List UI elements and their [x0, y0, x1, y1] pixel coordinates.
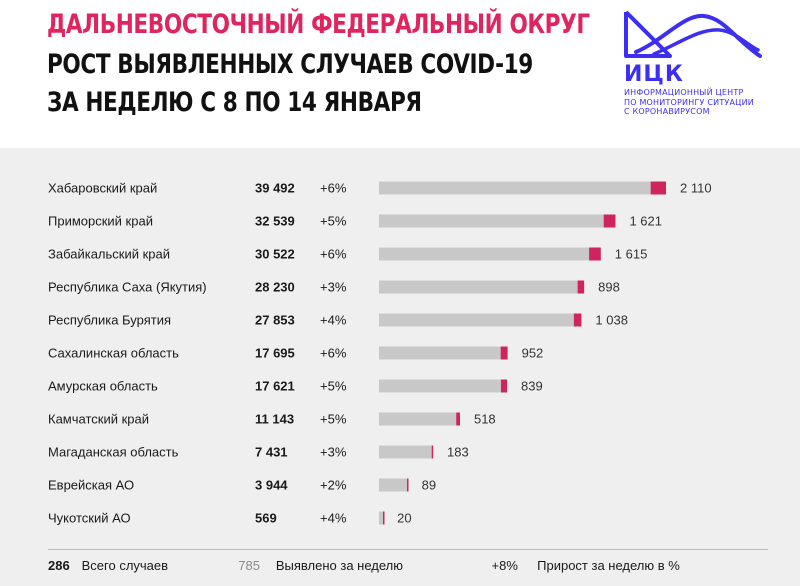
legend-footer: 286 Всего случаев 785 Выявлено за неделю… — [48, 558, 680, 573]
bar-new-label: 89 — [422, 478, 436, 493]
bar-new-label: 1 038 — [595, 313, 628, 328]
region-growth: +6% — [320, 346, 347, 361]
region-label: Сахалинская область — [48, 346, 179, 361]
legend-new-label: Выявлено за неделю — [275, 558, 404, 573]
bar-previous-cases — [379, 445, 432, 459]
region-label: Приморский край — [48, 214, 153, 229]
bar-new-label: 952 — [522, 346, 544, 361]
bar-new-cases — [589, 247, 601, 261]
region-growth: +2% — [320, 478, 347, 493]
region-growth: +3% — [320, 280, 347, 295]
bar-new-label: 839 — [521, 379, 543, 394]
logo-abbr: ИЦК — [624, 62, 684, 87]
region-label: Амурская область — [48, 379, 158, 394]
legend-new-value: 785 — [238, 558, 260, 573]
region-label: Магаданская область — [48, 445, 179, 460]
bar-previous-cases — [379, 478, 408, 492]
region-total: 30 522 — [255, 247, 295, 262]
bar-new-cases — [650, 181, 666, 195]
region-total: 27 853 — [255, 313, 295, 328]
bar-new-cases — [500, 379, 508, 393]
bar-new-label: 20 — [397, 511, 411, 526]
bar-previous-cases — [379, 313, 574, 327]
region-growth: +6% — [320, 247, 347, 262]
region-total: 3 944 — [255, 478, 288, 493]
bar-new-cases — [407, 478, 409, 492]
bar-new-cases — [573, 313, 582, 327]
bar-previous-cases — [379, 214, 604, 228]
logo-sub-1: ИНФОРМАЦИОННЫЙ ЦЕНТР — [624, 88, 744, 97]
region-growth: +3% — [320, 445, 347, 460]
bar-new-cases — [603, 214, 616, 228]
bar-new-cases — [577, 280, 585, 294]
bar-new-label: 2 110 — [680, 181, 712, 196]
region-label: Хабаровский край — [48, 181, 157, 196]
bar-previous-cases — [379, 412, 457, 426]
region-total: 7 431 — [255, 445, 288, 460]
region-label: Забайкальский край — [48, 247, 170, 262]
bar-previous-cases — [379, 181, 651, 195]
bar-new-label: 183 — [447, 445, 469, 460]
title-main: РОСТ ВЫЯВЛЕННЫХ СЛУЧАЕВ COVID-19 — [47, 49, 533, 80]
region-total: 39 492 — [255, 181, 295, 196]
region-total: 569 — [255, 511, 277, 526]
legend-total-value: 286 — [48, 558, 70, 573]
bar-new-label: 518 — [474, 412, 496, 427]
region-total: 32 539 — [255, 214, 295, 229]
bar-new-cases — [431, 445, 434, 459]
bar-new-label: 898 — [598, 280, 620, 295]
bar-new-label: 1 621 — [629, 214, 662, 229]
region-label: Республика Саха (Якутия) — [48, 280, 207, 295]
region-total: 17 695 — [255, 346, 295, 361]
legend-growth-value: +8% — [491, 558, 518, 573]
logo: ИЦК ИНФОРМАЦИОННЫЙ ЦЕНТР ПО МОНИТОРИНГУ … — [614, 10, 762, 122]
region-total: 11 143 — [255, 412, 294, 427]
logo-subtitle: ИНФОРМАЦИОННЫЙ ЦЕНТР ПО МОНИТОРИНГУ СИТУ… — [624, 88, 784, 117]
bar-new-label: 1 615 — [615, 247, 648, 262]
region-total: 17 621 — [255, 379, 295, 394]
region-growth: +4% — [320, 511, 347, 526]
region-label: Камчатский край — [48, 412, 149, 427]
region-label: Чукотский АО — [48, 511, 131, 526]
bar-new-cases — [456, 412, 460, 426]
region-growth: +5% — [320, 379, 347, 394]
region-growth: +4% — [320, 313, 347, 328]
region-label: Республика Бурятия — [48, 313, 171, 328]
bar-previous-cases — [379, 511, 383, 525]
bar-previous-cases — [379, 280, 578, 294]
legend-total-label: Всего случаев — [81, 558, 169, 573]
bar-new-cases — [500, 346, 508, 360]
region-total: 28 230 — [255, 280, 295, 295]
bar-new-cases — [382, 511, 385, 525]
logo-sub-2: ПО МОНИТОРИНГУ СИТУАЦИИ — [624, 97, 754, 107]
mountains-logo-icon — [624, 10, 762, 58]
region-growth: +5% — [320, 412, 347, 427]
title-region: ДАЛЬНЕВОСТОЧНЫЙ ФЕДЕРАЛЬНЫЙ ОКРУГ — [47, 9, 590, 40]
title-period: ЗА НЕДЕЛЮ С 8 ПО 14 ЯНВАРЯ — [47, 87, 422, 118]
region-growth: +6% — [320, 181, 347, 196]
bar-previous-cases — [379, 379, 501, 393]
region-growth: +5% — [320, 214, 347, 229]
legend-growth-label: Прирост за неделю в % — [537, 558, 680, 573]
region-label: Еврейская АО — [48, 478, 134, 493]
header: ДАЛЬНЕВОСТОЧНЫЙ ФЕДЕРАЛЬНЫЙ ОКРУГ РОСТ В… — [0, 0, 800, 148]
bar-previous-cases — [379, 346, 501, 360]
logo-sub-3: С КОРОНАВИРУСОМ — [624, 107, 710, 117]
footer-divider — [48, 549, 768, 550]
chart-panel: Хабаровский край 39 492 +6% 2 110 Приморский… — [0, 148, 800, 586]
cases-bar-chart: Хабаровский край 39 492 +6% 2 110 Приморский… — [48, 181, 712, 526]
bar-previous-cases — [379, 247, 590, 261]
